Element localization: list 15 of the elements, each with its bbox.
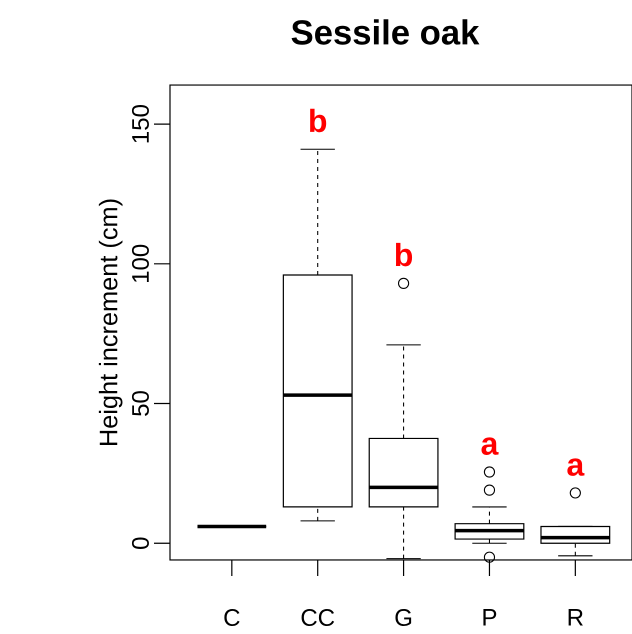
annotation: b: [396, 242, 412, 266]
y-tick-label: 50: [132, 391, 149, 416]
y-tick-label: 100: [132, 244, 149, 282]
x-tick-label: P: [483, 609, 496, 626]
x-tick-label: C: [224, 609, 240, 626]
y-axis-title: Height increment (cm): [98, 200, 122, 446]
chart-title: Sessile oak: [292, 19, 480, 45]
x-tick-label: R: [568, 609, 583, 626]
y-tick-label: 0: [132, 537, 149, 549]
x-tick-label: G: [395, 609, 412, 626]
annotation: a: [567, 458, 584, 476]
x-tick-label: CC: [302, 609, 334, 626]
y-tick-label: 150: [132, 105, 149, 142]
annotation: a: [482, 437, 499, 455]
annotation: b: [310, 108, 326, 132]
